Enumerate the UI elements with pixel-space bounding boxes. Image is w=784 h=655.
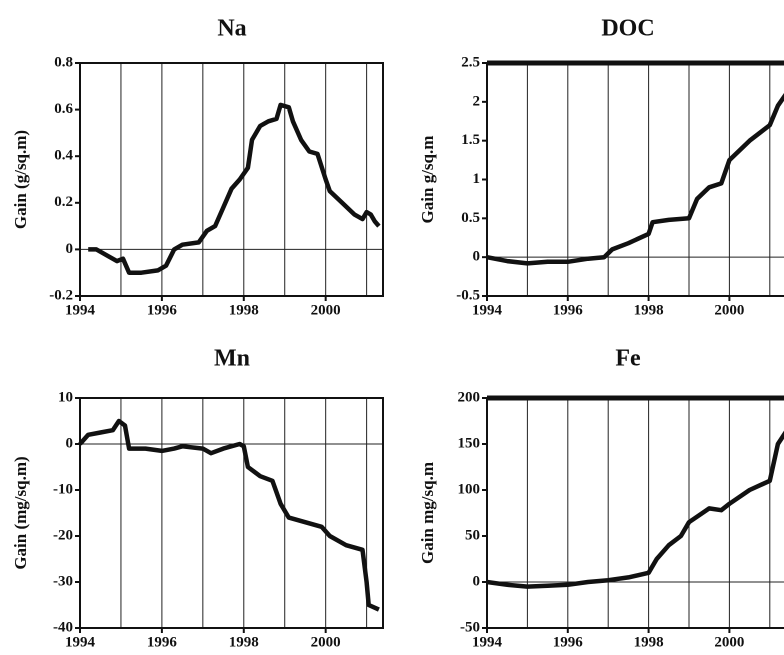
x-tick-label: 1998 [634, 634, 664, 650]
y-tick-label: 10 [58, 389, 73, 405]
plot-frame [79, 62, 384, 297]
panel: DOC Gain g/sq.m -0.5 0 0.5 1 1.5 2 2.5 1994 1996 19… [418, 16, 784, 318]
x-tick-label: 2000 [714, 634, 744, 650]
y-axis-label: Gain g/sq.m [418, 136, 437, 224]
x-tick-label: 1994 [65, 634, 96, 650]
y-tick-label: -0.5 [456, 287, 480, 303]
y-tick-label: 100 [458, 481, 481, 497]
y-tick-label: 0 [473, 249, 481, 265]
x-tick-label: 1994 [472, 634, 503, 650]
y-tick-label: 1 [473, 171, 481, 187]
x-tick-label: 2000 [714, 302, 744, 318]
y-axis-label: Gain (mg/sq.m) [11, 456, 30, 569]
x-tick-label: 1996 [553, 302, 584, 318]
y-tick-label: -0.2 [49, 287, 73, 303]
y-tick-label: 0 [66, 241, 74, 257]
data-line [88, 102, 381, 275]
panel: Na Gain (g/sq.m) -0.2 0 0.2 0.4 0.6 0.8 1994 1996… [11, 16, 384, 318]
x-tick-label: 1996 [147, 634, 178, 650]
plot-frame [486, 397, 784, 629]
y-tick-label: -50 [460, 619, 480, 635]
y-tick-label: 0 [473, 573, 481, 589]
x-tick-label: 1994 [472, 302, 503, 318]
plot-frame [79, 397, 384, 629]
y-tick-label: 1.5 [461, 132, 480, 148]
y-tick-label: -20 [53, 527, 73, 543]
x-tick-label: 1998 [229, 302, 259, 318]
y-tick-label: 0.6 [54, 101, 73, 117]
y-tick-label: 0.4 [54, 148, 73, 164]
panel: Mn Gain (mg/sq.m) -40 -30 -20 -10 0 10 1994 1996 1… [11, 346, 384, 650]
y-tick-label: 200 [458, 389, 481, 405]
panel-title: Na [217, 16, 246, 42]
panel: Fe Gain mg/sq.m -50 0 50 100 150 200 1994 1996 199… [418, 346, 784, 650]
y-tick-label: -10 [53, 481, 73, 497]
x-tick-label: 1994 [65, 302, 96, 318]
x-tick-label: 2000 [311, 302, 341, 318]
x-tick-label: 1996 [147, 302, 178, 318]
y-tick-label: 150 [458, 435, 481, 451]
y-axis-label: Gain mg/sq.m [418, 462, 437, 564]
data-line [78, 418, 380, 612]
panel-title: DOC [601, 16, 654, 42]
y-tick-label: 0.5 [461, 210, 480, 226]
panel-title: Fe [615, 346, 641, 372]
y-tick-label: 2 [473, 93, 481, 109]
y-tick-label: -40 [53, 619, 73, 635]
y-tick-label: 0.2 [54, 194, 73, 210]
y-tick-label: 0.8 [54, 54, 73, 70]
x-tick-label: 1998 [634, 302, 664, 318]
x-tick-label: 1996 [553, 634, 584, 650]
x-tick-label: 2000 [311, 634, 341, 650]
data-line [486, 430, 784, 589]
y-tick-label: 50 [465, 527, 480, 543]
y-tick-label: 2.5 [461, 54, 480, 70]
panel-title: Mn [214, 346, 250, 372]
y-axis-label: Gain (g/sq.m) [11, 130, 30, 229]
data-line [486, 93, 784, 266]
y-tick-label: -30 [53, 573, 73, 589]
x-tick-label: 1998 [229, 634, 259, 650]
y-tick-label: 0 [66, 435, 74, 451]
